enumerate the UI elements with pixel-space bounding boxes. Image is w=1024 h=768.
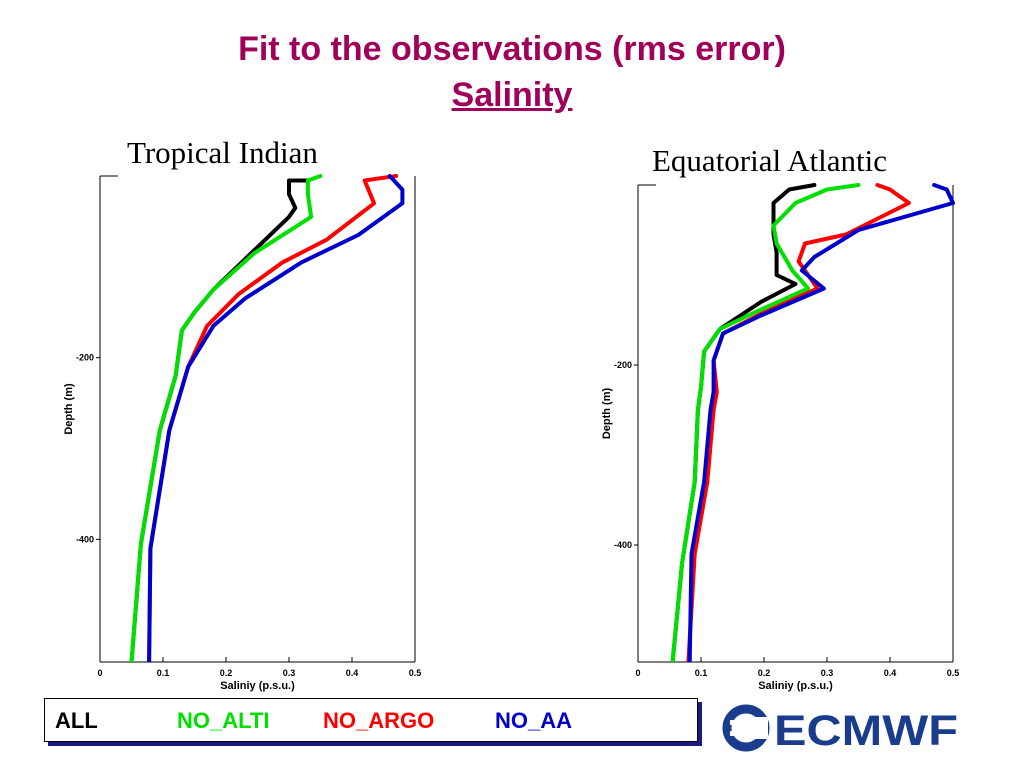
x-axis-label: Saliniy (p.s.u.) <box>220 680 295 692</box>
series-line-no-aa <box>147 174 405 662</box>
legend-item-no-aa: NO_AA <box>495 708 573 733</box>
series-line-no-alti <box>670 183 861 662</box>
series-line-no-aa <box>687 183 955 662</box>
x-tick-label: 0 <box>635 668 640 678</box>
ecmwf-logo-mark <box>722 704 770 752</box>
chart-title-tropical-indian: Tropical Indian <box>127 135 318 170</box>
x-tick-label: 0.1 <box>695 668 708 678</box>
y-tick-label: -400 <box>614 540 632 550</box>
series-line-no-argo <box>686 183 911 662</box>
x-tick-label: 0 <box>97 668 102 678</box>
x-tick-label: 0.2 <box>220 668 233 678</box>
series-line-no-alti <box>129 174 323 662</box>
ecmwf-logo: ECMWF <box>722 704 958 752</box>
y-axis-label: Depth (m) <box>601 388 613 440</box>
x-tick-label: 0.5 <box>947 668 960 678</box>
legend-item-all: ALL <box>55 708 98 733</box>
x-axis-label: Saliniy (p.s.u.) <box>758 680 833 692</box>
y-tick-label: -200 <box>76 353 94 363</box>
chart-title-equatorial-atlantic: Equatorial Atlantic <box>652 143 888 178</box>
x-tick-label: 0.4 <box>346 668 359 678</box>
x-tick-label: 0.3 <box>821 668 834 678</box>
slide-subtitle: Salinity <box>451 76 573 114</box>
legend-box: ALL NO_ALTI NO_ARGO NO_AA <box>44 698 698 742</box>
x-tick-label: 0.4 <box>884 668 897 678</box>
y-tick-label: -200 <box>614 360 632 370</box>
legend-item-no-argo: NO_ARGO <box>323 708 435 733</box>
legend-item-no-alti: NO_ALTI <box>177 708 270 733</box>
slide-title: Fit to the observations (rms error) <box>238 30 786 68</box>
x-tick-label: 0.3 <box>283 668 296 678</box>
ecmwf-logo-text: ECMWF <box>774 707 958 752</box>
x-tick-label: 0.1 <box>157 668 170 678</box>
x-tick-label: 0.2 <box>758 668 771 678</box>
y-tick-label: -400 <box>76 534 94 544</box>
y-axis-label: Depth (m) <box>63 383 75 435</box>
x-tick-label: 0.5 <box>409 668 422 678</box>
